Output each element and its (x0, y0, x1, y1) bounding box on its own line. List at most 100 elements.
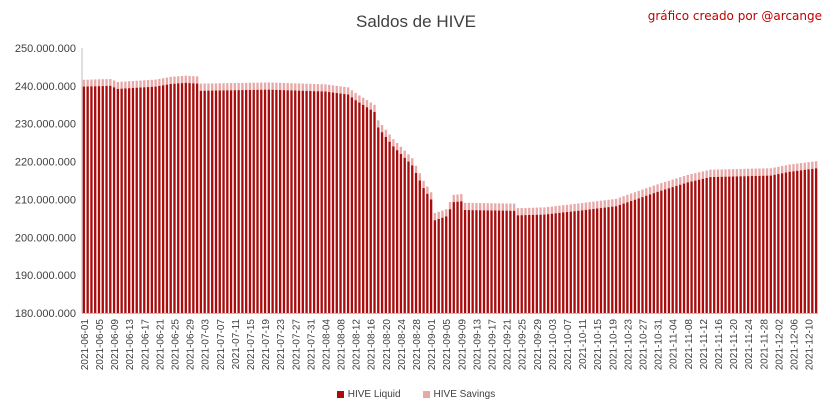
bar-savings (750, 168, 754, 177)
bar-savings (497, 203, 501, 211)
bar-liquid (241, 90, 244, 313)
bar-savings (471, 202, 474, 211)
bar-liquid (350, 97, 354, 314)
bar-liquid (328, 92, 331, 313)
bar-savings (460, 194, 463, 202)
bar-savings (418, 173, 421, 181)
x-tick-label: 2021-09-01 (427, 319, 438, 371)
bar-savings (728, 169, 731, 177)
bar-liquid (128, 88, 131, 313)
legend-swatch-liquid (336, 391, 344, 398)
bar-savings (199, 83, 203, 91)
bar-savings (448, 202, 452, 210)
bar-liquid (577, 210, 580, 313)
bar-savings (490, 203, 493, 211)
bar-liquid (622, 203, 625, 313)
bar-liquid (475, 210, 478, 313)
bar-liquid (312, 91, 316, 313)
bar-savings (120, 81, 123, 89)
bar-savings (475, 203, 478, 211)
bar-savings (482, 203, 486, 211)
bar-liquid (116, 88, 120, 313)
bar-liquid (150, 86, 153, 313)
bar-liquid (335, 93, 338, 313)
bar-liquid (663, 189, 667, 313)
bar-liquid (358, 102, 361, 313)
bar-savings (282, 82, 286, 91)
x-tick-label: 2021-08-12 (352, 319, 363, 371)
bar-savings (343, 86, 346, 95)
bar-savings (263, 82, 267, 90)
bar-savings (229, 83, 233, 91)
bar-liquid (97, 86, 101, 314)
bar-liquid (203, 90, 206, 313)
legend-item-liquid: HIVE Liquid (336, 389, 401, 400)
bar-liquid (199, 90, 203, 313)
bar-liquid (437, 218, 440, 313)
bar-liquid (792, 171, 795, 313)
bar-savings (286, 83, 289, 91)
bar-liquid (592, 208, 595, 313)
bar-liquid (426, 193, 429, 313)
bar-savings (452, 194, 455, 203)
x-tick-labels: 2021-06-01 2021-06-05 2021-06-09 2021-06-13… (80, 319, 816, 371)
bar-liquid (143, 87, 146, 313)
bar-liquid (237, 90, 240, 314)
bar-savings (675, 178, 678, 186)
bar-liquid (124, 88, 127, 314)
bar-savings (765, 168, 769, 176)
bar-liquid (569, 211, 572, 313)
bar-liquid (558, 212, 561, 313)
bar-savings (392, 139, 395, 147)
bar-liquid (728, 176, 731, 313)
bar-savings (143, 80, 146, 88)
bar-savings (241, 82, 244, 91)
bar-liquid (580, 210, 584, 313)
bar-liquid (754, 175, 757, 313)
x-tick-label: 2021-09-25 (518, 319, 529, 371)
bar-liquid (180, 83, 184, 313)
bar-liquid (388, 141, 391, 313)
x-tick-label: 2021-07-03 (201, 319, 212, 371)
x-tick-label: 2021-08-28 (412, 319, 423, 371)
bar-savings (716, 169, 720, 177)
y-tick-label: 240.000.000 (15, 81, 76, 93)
bar-savings (218, 83, 221, 91)
bar-savings (539, 207, 542, 215)
bar-liquid (512, 210, 516, 313)
bar-liquid (267, 89, 270, 313)
x-tick-label: 2021-11-04 (669, 319, 680, 370)
bar-savings (637, 190, 640, 199)
bar-liquid (331, 92, 335, 313)
bar-savings (248, 82, 252, 90)
x-tick-label: 2021-12-10 (805, 319, 816, 371)
y-tick-label: 180.000.000 (15, 308, 76, 320)
bar-savings (116, 81, 120, 89)
x-tick-label: 2021-06-01 (80, 319, 91, 371)
bar-savings (690, 174, 693, 182)
bar-savings (180, 75, 184, 84)
bar-savings (407, 154, 410, 162)
bar-savings (324, 84, 327, 92)
bar-savings (290, 83, 293, 91)
x-tick-label: 2021-11-28 (759, 319, 770, 370)
bar-savings (512, 203, 516, 211)
bar-savings (633, 192, 637, 200)
bar-liquid (441, 217, 444, 313)
bar-liquid (546, 214, 550, 313)
bar-savings (433, 213, 437, 221)
bar-liquid (769, 175, 772, 313)
chart-credit: gráfico creado por @arcange (647, 9, 822, 23)
bar-liquid (739, 176, 742, 313)
x-tick-label: 2021-08-20 (382, 319, 393, 371)
bar-liquid (192, 83, 195, 313)
bar-liquid (120, 88, 123, 313)
bar-liquid (245, 90, 248, 314)
bar-liquid (395, 150, 399, 313)
bar-savings (614, 198, 618, 207)
x-tick-label: 2021-06-29 (186, 319, 197, 371)
bar-savings (618, 197, 622, 205)
bar-savings (796, 163, 799, 171)
x-tick-label: 2021-11-08 (684, 319, 695, 370)
